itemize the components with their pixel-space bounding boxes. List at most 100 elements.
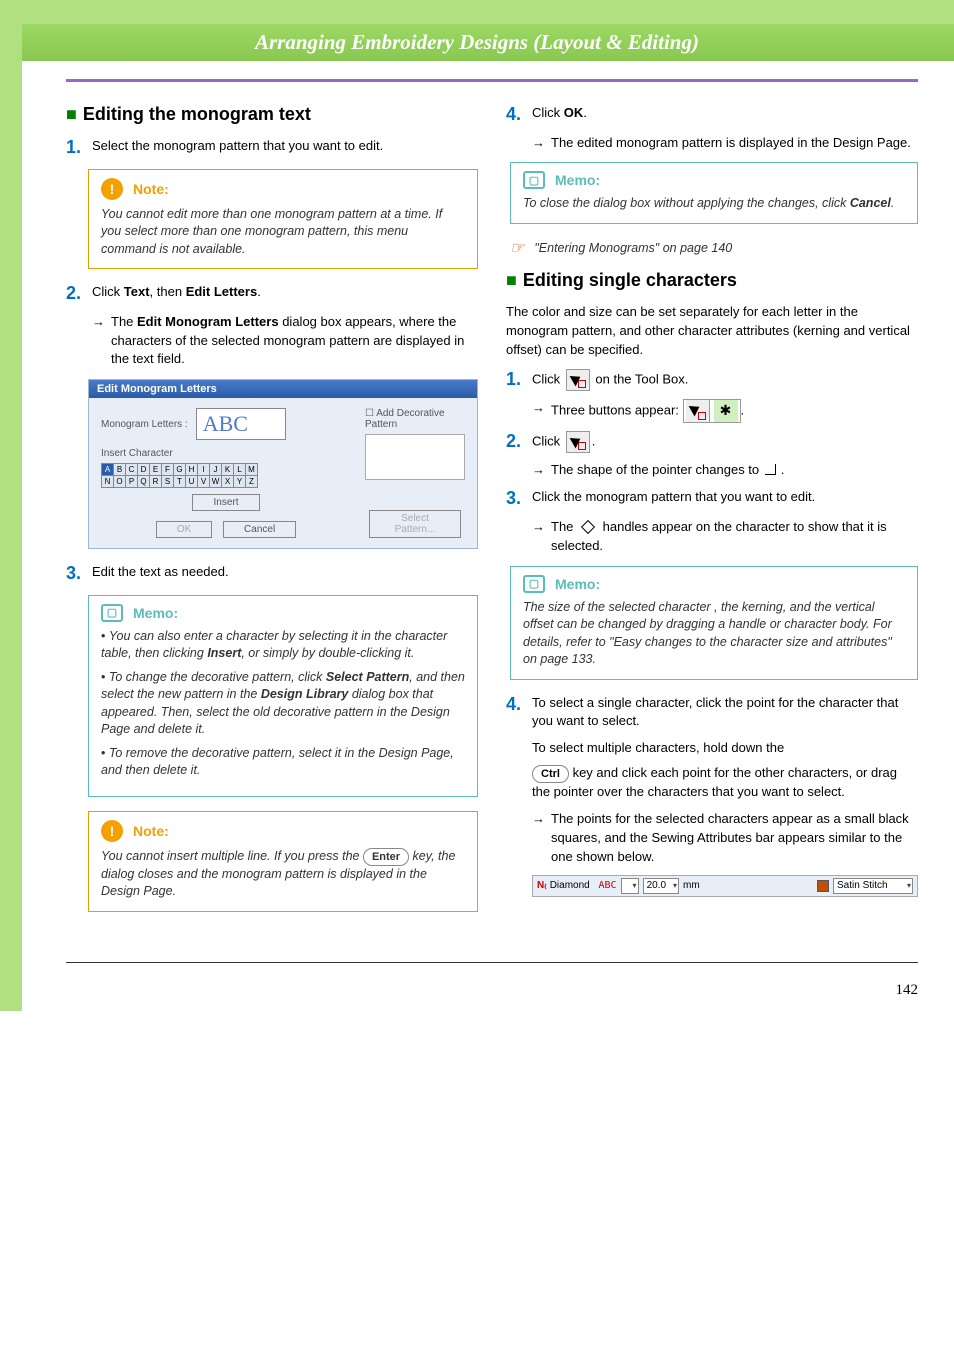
arrow-icon: → <box>532 810 545 829</box>
t: . <box>257 284 261 299</box>
hand-icon: ☞ <box>510 238 524 258</box>
r-step-1: 1 Click on the Tool Box. <box>506 369 918 391</box>
enter-key: Enter <box>363 848 409 866</box>
dialog-title: Edit Monogram Letters <box>89 380 477 398</box>
memo-box: ▢ Memo: You can also enter a character b… <box>88 595 478 797</box>
alert-icon: ! <box>101 178 123 200</box>
insert-label: Insert Character <box>101 448 351 459</box>
r-step-3: 3 Click the monogram pattern that you wa… <box>506 488 918 510</box>
add-decorative-checkbox[interactable]: Add Decorative Pattern <box>365 408 465 430</box>
step-4a: 4 Click OK. <box>506 104 918 126</box>
result-arrow: → The handles appear on the character to… <box>532 518 918 556</box>
corner-pointer-icon <box>763 462 781 480</box>
rule-bottom <box>66 962 918 963</box>
result-arrow: → The shape of the pointer changes to . <box>532 461 918 480</box>
arrow-icon: → <box>532 518 545 537</box>
step-num: 4 <box>506 104 532 126</box>
result-arrow: → The edited monogram pattern is display… <box>532 134 918 153</box>
top-stripe <box>0 0 954 24</box>
step-text: Select the monogram pattern that you wan… <box>92 137 478 156</box>
t: Edit Monogram Letters <box>137 314 279 329</box>
memo-body: To close the dialog box without applying… <box>523 195 905 213</box>
step-num: 3 <box>66 563 92 585</box>
step-2: 2 Click Text, then Edit Letters. <box>66 283 478 305</box>
memo-title: Memo: <box>555 576 600 592</box>
t: To select a single character, click the … <box>532 694 918 732</box>
left-column: Editing the monogram text 1 Select the m… <box>66 104 478 926</box>
t: Click <box>532 434 564 449</box>
step-1: 1 Select the monogram pattern that you w… <box>66 137 478 159</box>
step-num: 3 <box>506 488 532 510</box>
result-text: Three buttons appear: ✱ . <box>551 399 918 423</box>
size-field[interactable]: 20.0 <box>643 878 679 894</box>
t: You cannot insert multiple line. If you … <box>101 849 363 863</box>
edit-tool-icon <box>566 431 590 453</box>
r-step-2: 2 Click . <box>506 431 918 453</box>
cursor-icon <box>686 400 710 422</box>
select-pattern-button[interactable]: Select Pattern... <box>369 510 461 538</box>
diamond-handle-icon <box>581 520 595 534</box>
pointer-tool-icon <box>566 369 590 391</box>
right-column: 4 Click OK. → The edited monogram patter… <box>506 104 918 926</box>
color-swatch[interactable] <box>817 880 829 892</box>
memo-box-2: ▢ Memo: To close the dialog box without … <box>510 162 918 224</box>
pattern-preview <box>365 434 465 480</box>
memo-icon: ▢ <box>523 171 545 189</box>
memo-icon: ▢ <box>523 575 545 593</box>
t: The <box>111 314 137 329</box>
note-title: Note: <box>133 823 169 839</box>
section-intro: The color and size can be set separately… <box>506 303 918 360</box>
memo-title: Memo: <box>133 605 178 621</box>
t: . <box>891 196 894 210</box>
step-text: Click OK. <box>532 104 918 123</box>
field-label: Monogram Letters : <box>101 419 188 430</box>
ok-button[interactable]: OK <box>156 521 212 538</box>
chapter-header: Arranging Embroidery Designs (Layout & E… <box>0 24 954 61</box>
step-num: 1 <box>506 369 532 391</box>
t: . <box>583 105 587 120</box>
arrow-icon: → <box>532 134 545 153</box>
arrow-icon: → <box>92 313 105 332</box>
t: To select multiple characters, hold down… <box>532 739 918 758</box>
t: handles appear on the character to show … <box>551 519 887 553</box>
alert-icon: ! <box>101 820 123 842</box>
stitch-dropdown[interactable]: Satin Stitch <box>833 878 913 894</box>
monogram-field[interactable]: ABC <box>196 408 286 440</box>
section-editing-single: Editing single characters <box>506 270 918 291</box>
note-box-2: ! Note: You cannot insert multiple line.… <box>88 811 478 912</box>
font-dropdown[interactable] <box>621 878 639 894</box>
t: Text <box>124 284 150 299</box>
step-num: 1 <box>66 137 92 159</box>
memo-body: You can also enter a character by select… <box>101 628 465 780</box>
result-text: The points for the selected characters a… <box>551 810 918 867</box>
step-text: Click on the Tool Box. <box>532 369 918 391</box>
memo-box-3: ▢ Memo: The size of the selected charact… <box>510 566 918 680</box>
memo-title: Memo: <box>555 172 600 188</box>
font-name: Diamond <box>550 880 590 891</box>
t: Cancel <box>850 196 891 210</box>
section-editing-monogram: Editing the monogram text <box>66 104 478 125</box>
step-text: To select a single character, click the … <box>532 694 918 802</box>
char-table[interactable]: ABCDEFGHIJKLM NOPQRSTUVWXYZ <box>101 463 258 488</box>
note-box: ! Note: You cannot edit more than one mo… <box>88 169 478 270</box>
insert-button[interactable]: Insert <box>192 494 259 511</box>
result-arrow: → The Edit Monogram Letters dialog box a… <box>92 313 478 370</box>
memo-icon: ▢ <box>101 604 123 622</box>
t: Click <box>532 105 564 120</box>
sewing-attributes-bar: N₍Diamond ABC 20.0 mm Satin Stitch <box>532 875 918 897</box>
t: The <box>551 519 577 534</box>
note-title: Note: <box>133 181 169 197</box>
cancel-button[interactable]: Cancel <box>223 521 296 538</box>
note-body: You cannot edit more than one monogram p… <box>101 206 465 259</box>
page-number: 142 <box>896 982 919 999</box>
unit-label: mm <box>683 880 700 891</box>
step-num: 2 <box>506 431 532 453</box>
t: OK <box>564 105 584 120</box>
t: Edit Letters <box>186 284 258 299</box>
r-step-4: 4 To select a single character, click th… <box>506 694 918 802</box>
result-text: The edited monogram pattern is displayed… <box>551 134 918 153</box>
result-text: The shape of the pointer changes to . <box>551 461 918 480</box>
step-num: 4 <box>506 694 532 716</box>
t: key and click each point for the other c… <box>532 765 897 799</box>
t: . <box>592 434 596 449</box>
